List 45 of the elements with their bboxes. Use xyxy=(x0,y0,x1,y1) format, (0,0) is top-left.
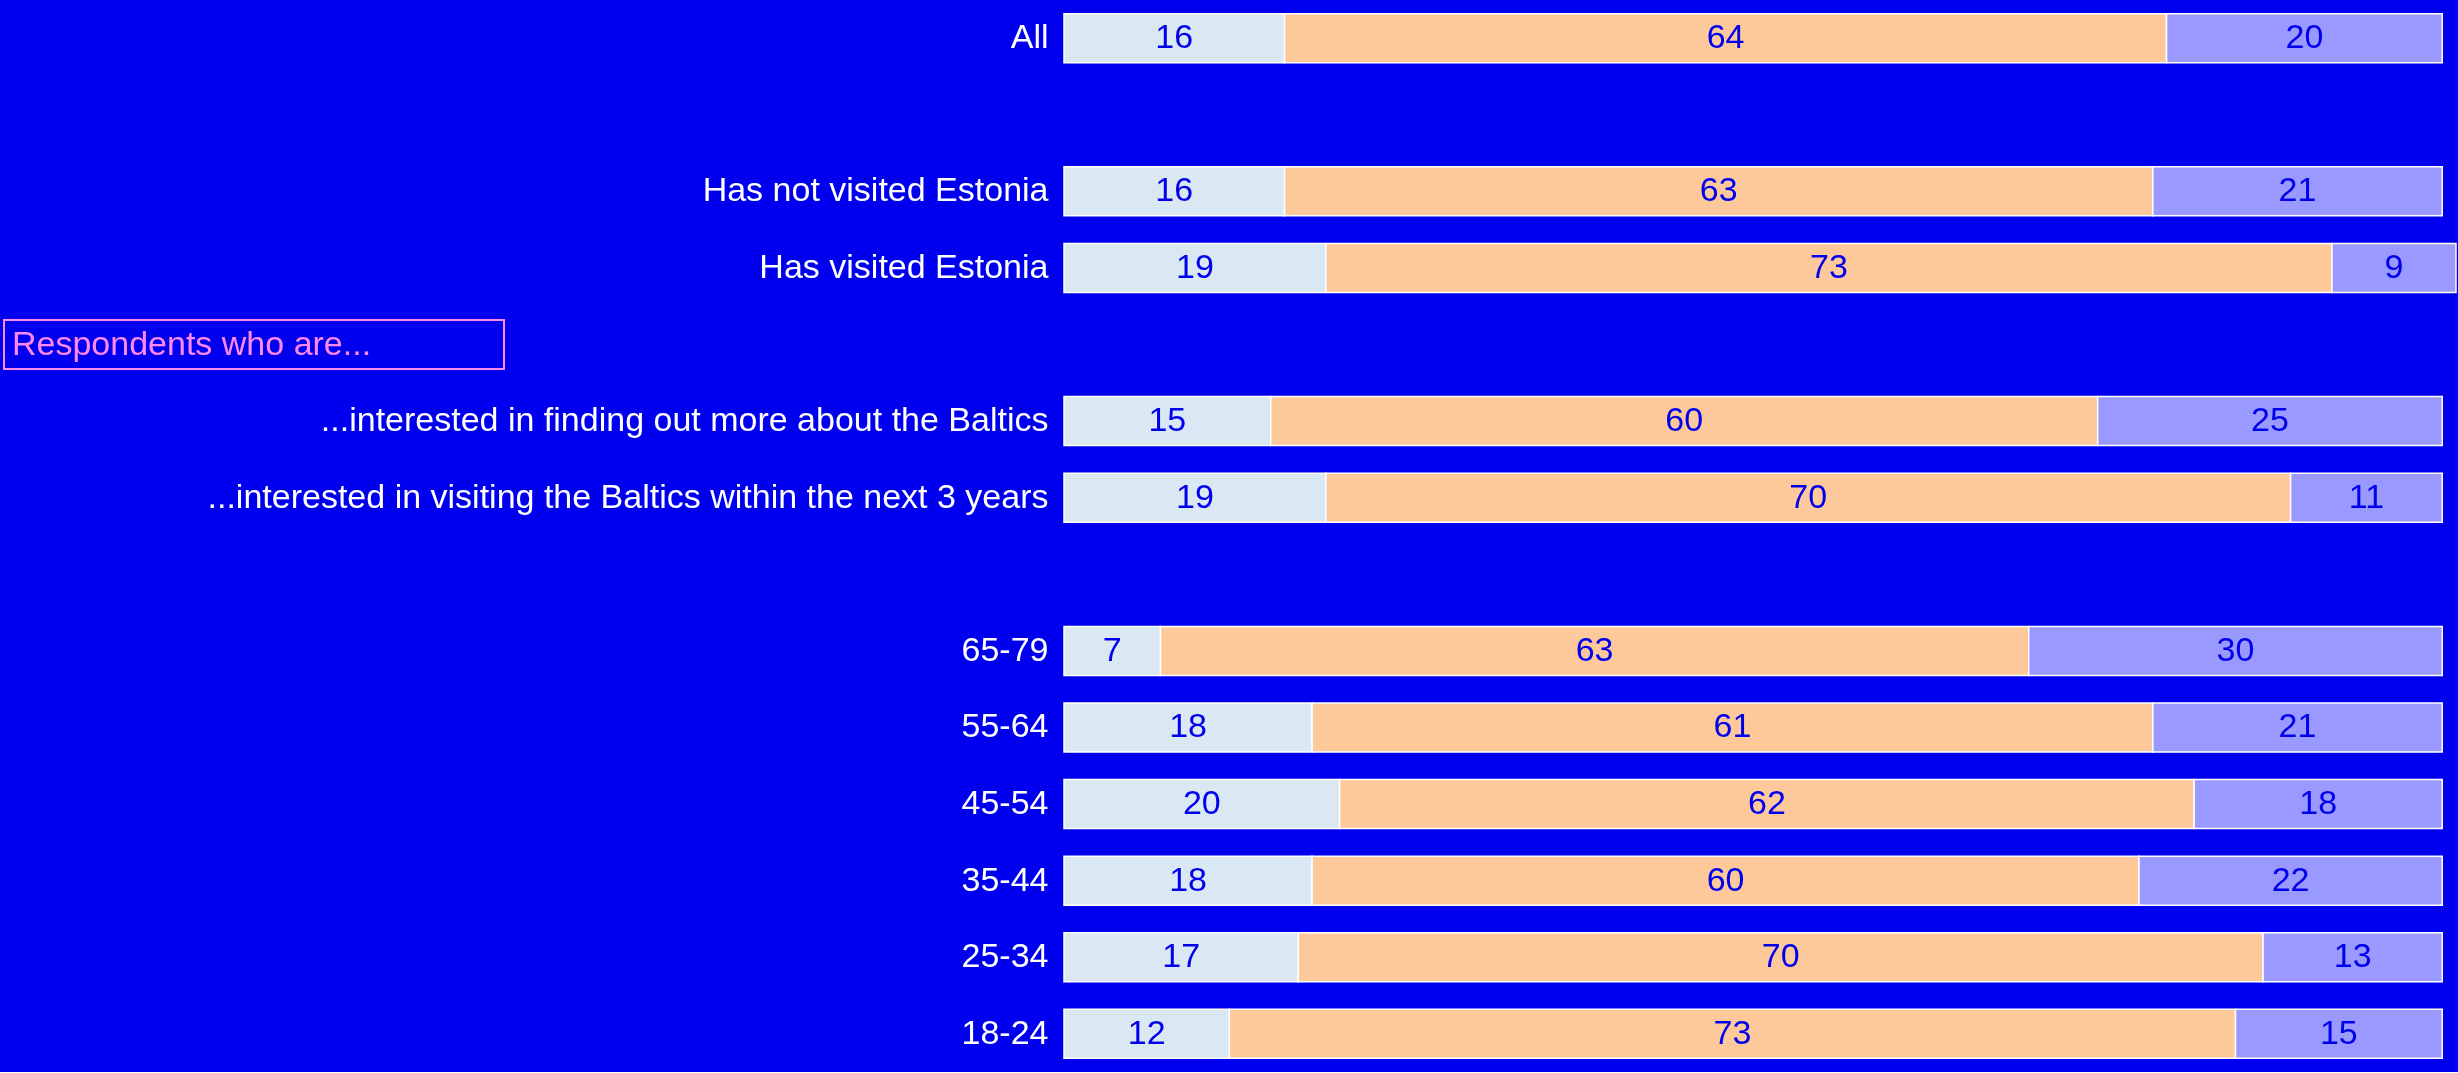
data-label: 15 xyxy=(2319,1012,2358,1051)
data-label: 13 xyxy=(2333,936,2372,975)
data-label: 25 xyxy=(2251,400,2289,439)
data-label: 22 xyxy=(2271,859,2310,898)
data-label: 7 xyxy=(1102,629,1122,668)
y-tick-label: 55-64 xyxy=(961,706,1049,745)
y-tick-label: ...interested in visiting the Baltics within the next 3 years xyxy=(207,476,1049,515)
y-tick-label: All xyxy=(1010,17,1049,56)
y-tick-label: 65-79 xyxy=(961,629,1049,668)
data-label: 73 xyxy=(1713,1012,1752,1051)
data-label: 12 xyxy=(1127,1012,1166,1051)
data-label: 18 xyxy=(1169,706,1207,745)
y-tick-label: 25-34 xyxy=(961,936,1049,975)
data-label: 60 xyxy=(1706,859,1745,898)
data-label: 73 xyxy=(1810,246,1848,285)
data-label: 21 xyxy=(2278,170,2317,209)
data-label: 16 xyxy=(1155,17,1194,56)
data-label: 11 xyxy=(2348,476,2385,515)
y-tick-label: 35-44 xyxy=(961,859,1049,898)
y-tick-label: Has visited Estonia xyxy=(759,246,1049,285)
data-label: 16 xyxy=(1155,170,1194,209)
data-label: 63 xyxy=(1575,629,1614,668)
data-label: 15 xyxy=(1148,400,1187,439)
data-label: 21 xyxy=(2278,706,2317,745)
data-label: 63 xyxy=(1699,170,1738,209)
data-label: 62 xyxy=(1747,783,1786,822)
data-label: 9 xyxy=(2384,246,2404,285)
data-label: 19 xyxy=(1176,246,1214,285)
data-label: 64 xyxy=(1706,17,1745,56)
data-label: 60 xyxy=(1665,400,1704,439)
data-label: 70 xyxy=(1789,476,1828,515)
y-tick-label: ...interested in finding out more about the Baltics xyxy=(320,400,1049,439)
data-label: 19 xyxy=(1176,476,1214,515)
text: Respondents who are... xyxy=(12,323,372,362)
data-label: 61 xyxy=(1713,706,1752,745)
data-label: 70 xyxy=(1761,936,1800,975)
y-tick-label: Has not visited Estonia xyxy=(702,170,1049,209)
data-label: 20 xyxy=(1182,783,1221,822)
data-label: 18 xyxy=(2299,783,2338,822)
y-tick-label: 45-54 xyxy=(961,783,1049,822)
data-label: 18 xyxy=(1169,859,1207,898)
y-tick-label: 18-24 xyxy=(961,1012,1049,1051)
data-label: 20 xyxy=(2285,17,2324,56)
data-label: 17 xyxy=(1162,936,1201,975)
data-label: 30 xyxy=(2216,629,2255,668)
